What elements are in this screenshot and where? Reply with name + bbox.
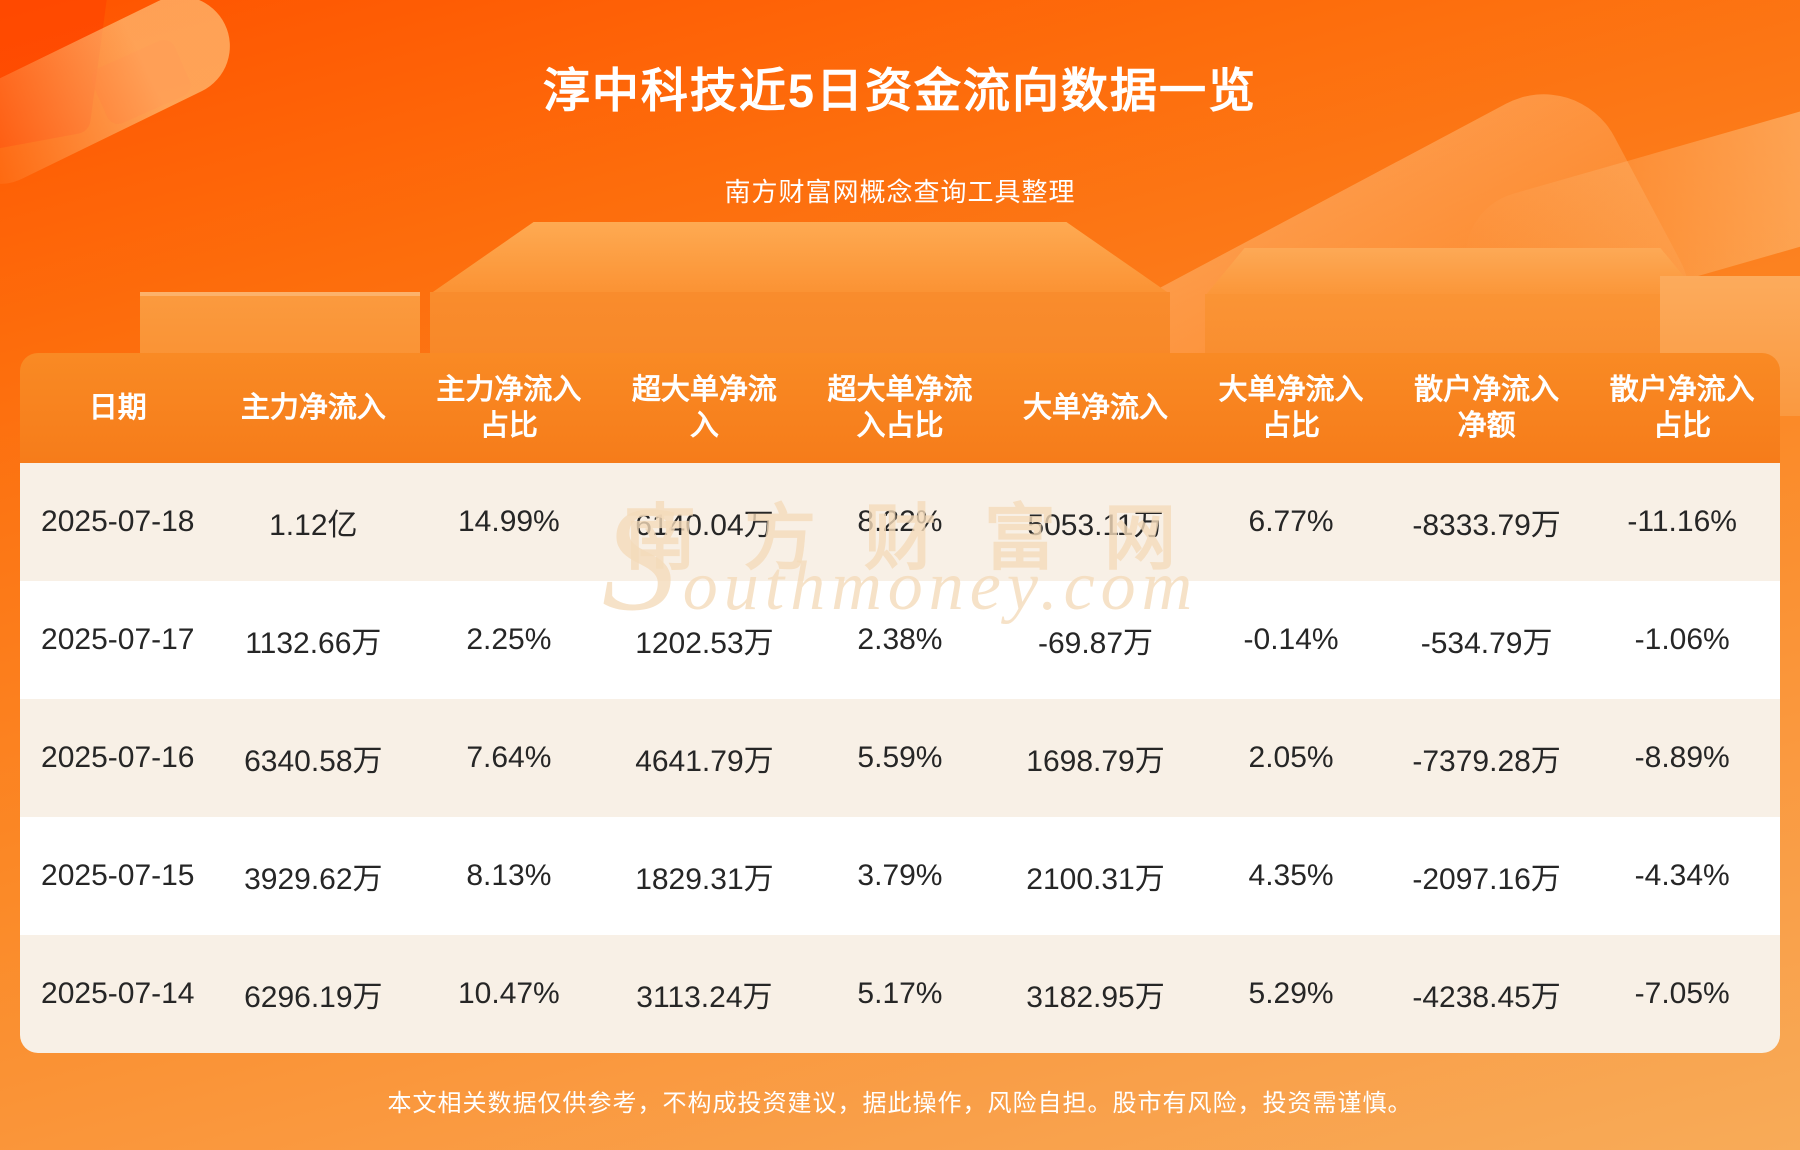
table-cell: 6.77% — [1248, 505, 1334, 538]
decor-podium-center-top — [430, 222, 1170, 294]
column-header: 超大单净流 入 — [606, 353, 803, 463]
table-cell: 7.64% — [466, 741, 552, 774]
page-title: 淳中科技近5日资金流向数据一览 — [542, 64, 1258, 117]
table-cell: 2025-07-18 — [41, 505, 195, 538]
table-cell: 2025-07-14 — [41, 977, 195, 1010]
table-cell: 3.79% — [857, 859, 943, 892]
table-row: 2025-07-16 6340.58万 7.64% 4641.79万 5.59% 1698… — [20, 699, 1780, 817]
column-header: 大单净流入 占比 — [1193, 353, 1389, 463]
table-cell: 1132.66万 — [245, 627, 382, 660]
table-cell: -4238.45万 — [1412, 981, 1561, 1014]
table-row: 2025-07-18 1.12亿 14.99% 6140.04万 8.22% 5053.1… — [20, 463, 1780, 581]
table-cell: -11.16% — [1627, 505, 1737, 538]
fund-flow-table-grid: 日期 主力净流入 主力净流入 占比 超大单净流 入超大单净流 入占比 大单净流入 大单净流… — [20, 353, 1780, 1053]
table-cell: 2025-07-15 — [41, 859, 195, 892]
page-subtitle: 南方财富网概念查询工具整理 — [724, 177, 1076, 207]
table-cell: 1829.31万 — [635, 863, 774, 896]
table-row: 2025-07-17 1132.66万 2.25% 1202.53万 2.38% -69.… — [20, 581, 1780, 699]
table-cell: 14.99% — [457, 505, 560, 538]
table-cell: 6140.04万 — [635, 509, 774, 542]
table-cell: -8.89% — [1634, 741, 1730, 774]
table-cell: -69.87万 — [1037, 627, 1154, 660]
table-header-row: 日期 主力净流入 主力净流入 占比 超大单净流 入超大单净流 入占比 大单净流入 大单净流… — [20, 353, 1780, 463]
column-header: 散户净流入 净额 — [1388, 353, 1585, 463]
table-cell: 8.13% — [466, 859, 552, 892]
column-header: 主力净流入 占比 — [411, 353, 607, 463]
table-cell: 2025-07-17 — [41, 623, 195, 656]
table-cell: -2097.16万 — [1412, 863, 1561, 896]
table-cell: 2025-07-16 — [41, 741, 195, 774]
table-cell: 5.29% — [1248, 977, 1334, 1010]
table-cell: -1.06% — [1634, 623, 1730, 656]
table-cell: 5053.11万 — [1027, 509, 1164, 542]
decor-podium-right-top — [1205, 248, 1700, 296]
table-cell: 6340.58万 — [244, 745, 383, 778]
table-head: 日期 主力净流入 主力净流入 占比 超大单净流 入超大单净流 入占比 大单净流入 大单净流… — [20, 353, 1780, 463]
table-row: 2025-07-15 3929.62万 8.13% 1829.31万 3.79% 2100… — [20, 817, 1780, 935]
table-row: 2025-07-14 6296.19万 10.47% 3113.24万 5.17% 318… — [20, 935, 1780, 1053]
table-cell: 8.22% — [857, 505, 943, 538]
column-header: 超大单净流 入占比 — [802, 353, 998, 463]
table-cell: -7.05% — [1634, 977, 1730, 1010]
table-cell: 3113.24万 — [636, 981, 773, 1014]
table-cell: -7379.28万 — [1412, 745, 1561, 778]
table-cell: 1698.79万 — [1026, 745, 1165, 778]
table-cell: 1.12亿 — [269, 509, 358, 542]
fund-flow-table: 日期 主力净流入 主力净流入 占比 超大单净流 入超大单净流 入占比 大单净流入 大单净流… — [20, 353, 1780, 1053]
table-body: 2025-07-18 1.12亿 14.99% 6140.04万 8.22% 5053.1… — [20, 463, 1780, 1053]
table-cell: 3182.95万 — [1026, 981, 1165, 1014]
table-cell: 2.05% — [1248, 741, 1334, 774]
table-cell: -0.14% — [1243, 623, 1339, 656]
table-cell: 5.17% — [857, 977, 943, 1010]
table-cell: 10.47% — [457, 977, 560, 1010]
table-cell: 5.59% — [857, 741, 943, 774]
table-cell: 2.38% — [857, 623, 943, 656]
table-cell: 6296.19万 — [244, 981, 383, 1014]
column-header: 散户净流入 占比 — [1584, 353, 1780, 463]
table-cell: 1202.53万 — [635, 627, 774, 660]
table-cell: 4.35% — [1248, 859, 1334, 892]
table-cell: 3929.62万 — [244, 863, 383, 896]
decor-light-streak — [1450, 93, 1800, 337]
column-header: 大单净流入 — [997, 353, 1194, 463]
table-cell: 2.25% — [466, 623, 552, 656]
disclaimer-text: 本文相关数据仅供参考，不构成投资建议，据此操作，风险自担。股市有风险，投资需谨慎… — [387, 1090, 1413, 1117]
column-header: 主力净流入 — [215, 353, 412, 463]
column-header: 日期 — [20, 353, 216, 463]
table-cell: 4641.79万 — [635, 745, 774, 778]
table-cell: -534.79万 — [1420, 627, 1553, 660]
table-cell: 2100.31万 — [1026, 863, 1165, 896]
table-cell: -4.34% — [1634, 859, 1730, 892]
table-cell: -8333.79万 — [1412, 509, 1561, 542]
